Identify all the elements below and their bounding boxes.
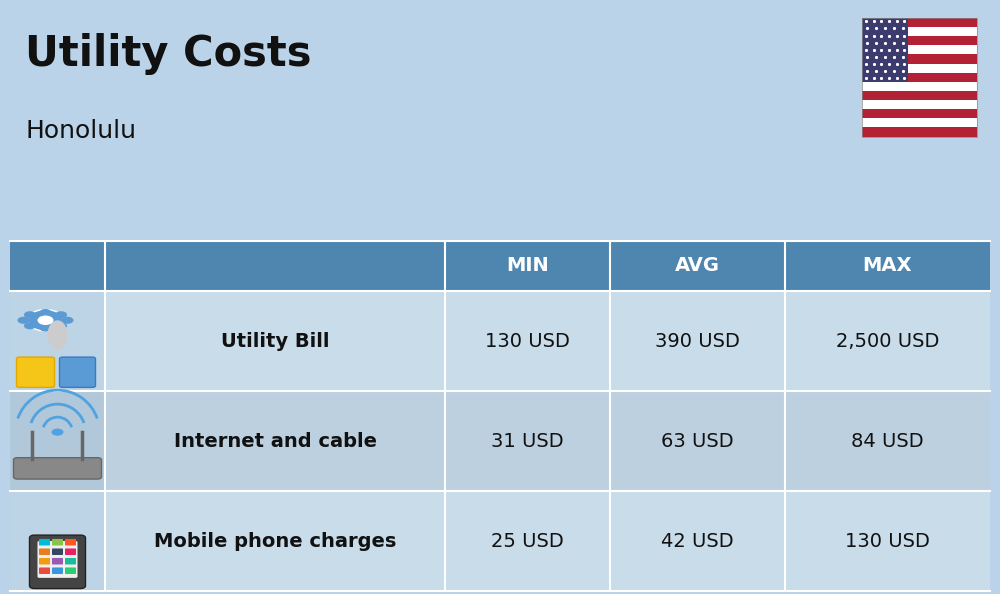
- FancyBboxPatch shape: [52, 567, 63, 574]
- FancyBboxPatch shape: [65, 567, 76, 574]
- Bar: [862, 18, 977, 27]
- Bar: [10, 391, 105, 491]
- Text: Internet and cable: Internet and cable: [174, 432, 376, 450]
- Circle shape: [24, 311, 36, 318]
- Circle shape: [52, 429, 64, 436]
- Bar: [10, 241, 990, 291]
- Bar: [105, 291, 990, 391]
- Circle shape: [38, 315, 54, 325]
- Circle shape: [40, 309, 52, 316]
- FancyBboxPatch shape: [52, 558, 63, 564]
- Bar: [862, 91, 977, 100]
- Text: Utility Bill: Utility Bill: [221, 331, 329, 350]
- Bar: [862, 109, 977, 118]
- Bar: [105, 491, 990, 591]
- FancyBboxPatch shape: [39, 539, 50, 545]
- Bar: [862, 82, 977, 91]
- Circle shape: [55, 311, 67, 318]
- Text: 31 USD: 31 USD: [491, 432, 564, 450]
- FancyBboxPatch shape: [37, 541, 77, 578]
- Bar: [105, 391, 990, 491]
- Bar: [862, 45, 977, 55]
- Text: AVG: AVG: [675, 257, 720, 275]
- Bar: [862, 64, 977, 72]
- Text: 63 USD: 63 USD: [661, 432, 734, 450]
- FancyBboxPatch shape: [16, 357, 54, 387]
- Text: 130 USD: 130 USD: [485, 331, 570, 350]
- Text: 130 USD: 130 USD: [845, 532, 930, 551]
- Text: 25 USD: 25 USD: [491, 532, 564, 551]
- Circle shape: [24, 322, 36, 329]
- Text: Honolulu: Honolulu: [25, 119, 136, 143]
- FancyBboxPatch shape: [39, 558, 50, 564]
- Text: 84 USD: 84 USD: [851, 432, 924, 450]
- Circle shape: [28, 309, 64, 331]
- Text: Utility Costs: Utility Costs: [25, 33, 312, 75]
- Text: 2,500 USD: 2,500 USD: [836, 331, 939, 350]
- Bar: [862, 100, 977, 109]
- Circle shape: [62, 317, 74, 324]
- Circle shape: [18, 317, 30, 324]
- Bar: [862, 36, 977, 45]
- Bar: [862, 118, 977, 128]
- FancyBboxPatch shape: [39, 548, 50, 555]
- Text: MIN: MIN: [506, 257, 549, 275]
- FancyBboxPatch shape: [30, 535, 85, 589]
- FancyBboxPatch shape: [60, 357, 95, 387]
- Bar: [862, 27, 977, 36]
- FancyBboxPatch shape: [65, 539, 76, 545]
- FancyBboxPatch shape: [65, 548, 76, 555]
- Ellipse shape: [47, 320, 68, 350]
- Circle shape: [55, 322, 67, 329]
- FancyBboxPatch shape: [52, 548, 63, 555]
- Bar: [862, 128, 977, 137]
- FancyBboxPatch shape: [13, 457, 102, 479]
- Text: MAX: MAX: [863, 257, 912, 275]
- Circle shape: [39, 324, 52, 331]
- Text: 42 USD: 42 USD: [661, 532, 734, 551]
- FancyBboxPatch shape: [52, 539, 63, 545]
- FancyBboxPatch shape: [65, 558, 76, 564]
- Bar: [10, 491, 105, 591]
- Text: 390 USD: 390 USD: [655, 331, 740, 350]
- Bar: [862, 72, 977, 82]
- Bar: [862, 18, 977, 137]
- Text: Mobile phone charges: Mobile phone charges: [154, 532, 396, 551]
- FancyBboxPatch shape: [39, 567, 50, 574]
- Bar: [10, 291, 105, 391]
- Bar: [862, 18, 908, 82]
- Bar: [862, 55, 977, 64]
